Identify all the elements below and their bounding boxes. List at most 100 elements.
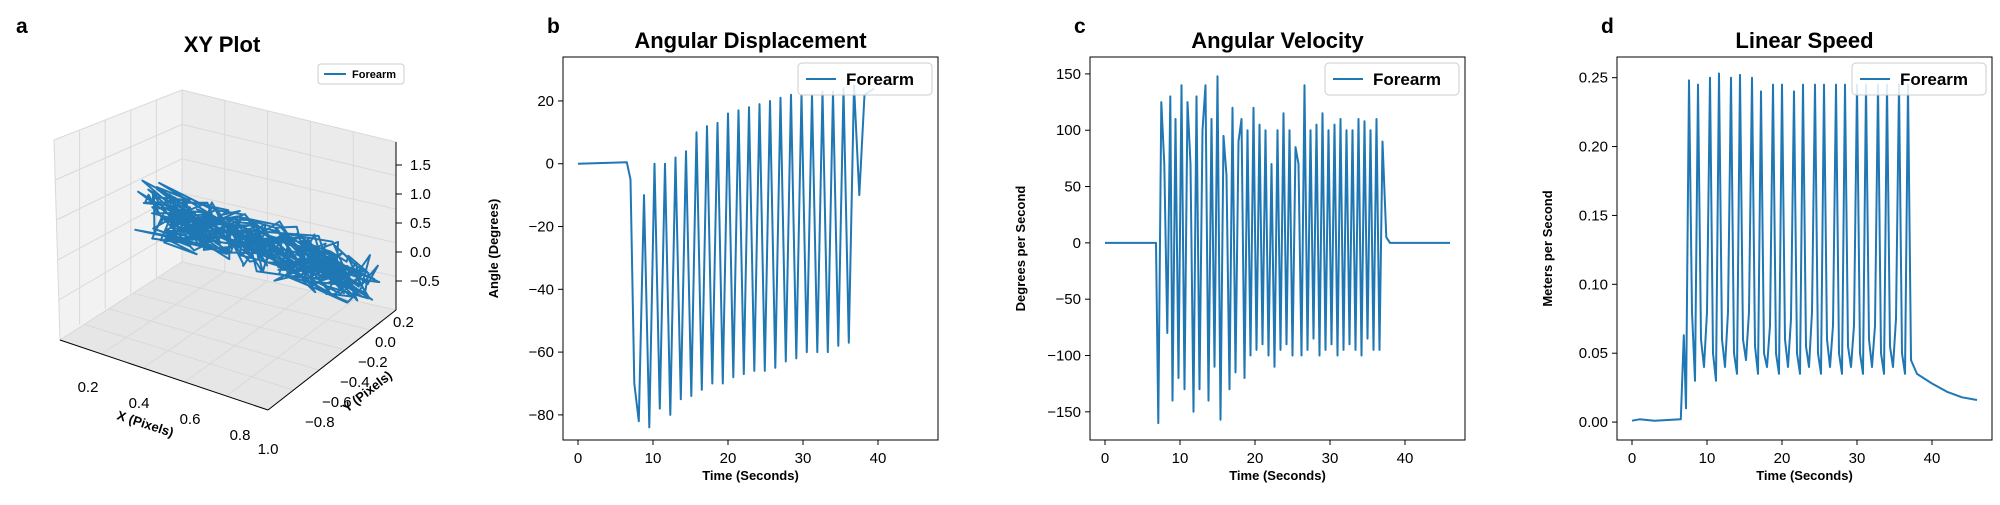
legend-label-forearm: Forearm [352,69,396,81]
x-tick-label: 20 [720,450,737,467]
chart-title: Angular Displacement [634,28,867,53]
x-tick-label: 10 [1172,450,1189,467]
y-tick-label: 0 [1073,235,1081,252]
grid-line [142,280,268,369]
x-tick-label: 10 [645,450,662,467]
series-line-forearm [1631,72,1978,422]
y-tick-label: −40 [529,281,554,298]
x-tick-label: 40 [1397,450,1414,467]
z-tick-label: −0.5 [410,273,440,290]
z-tick-label: 0.5 [410,215,431,232]
y-tick-label: 0.20 [1579,139,1608,156]
x-tick-label: 30 [1849,450,1866,467]
grid-line [108,308,320,371]
y-axis-label: Angle (Degrees) [486,199,501,299]
x-axis-label: Time (Seconds) [1756,468,1853,483]
x-tick-label: 0 [1101,450,1109,467]
y-tick-label: −150 [1047,404,1081,421]
series-line-forearm [1105,75,1450,425]
grid-line [84,323,294,391]
x-tick-label: 0.6 [180,411,201,428]
series-trajectory-forearm [134,179,381,304]
panel-a: a XY Plot 0.2 0.4 0.6 0.8 1.0 0.2 0.0 −0.2 −0.4 −0.… [16,15,440,458]
legend: Forearm [1324,62,1460,96]
y-tick-label: 50 [1064,179,1081,196]
plot-frame [562,56,939,441]
legend-box [317,63,405,85]
plot-frame [1616,56,1993,441]
y-axis-line [267,309,397,411]
x-tick-label: 10 [1699,450,1716,467]
x-tick-label: 0 [574,450,582,467]
legend: Forearm [797,62,933,96]
y-tick-label: 0.05 [1579,345,1608,362]
grid-line [54,123,183,181]
y-axis-label: Degrees per Second [1013,186,1028,312]
grid-line [101,271,226,355]
y-tick-label: 0.0 [375,334,396,351]
y-tick-label: 20 [537,93,554,110]
y-tick-label: 100 [1056,122,1081,139]
y-tick-label: 0.10 [1579,276,1608,293]
panel-label: d [1601,15,1614,38]
plot-frame [1089,56,1466,441]
series-line-forearm [577,84,875,429]
x-tick-label: 30 [1322,450,1339,467]
grid-line [56,158,183,221]
z-tick-label: 0.0 [410,244,431,261]
panel-label: b [547,15,560,38]
y-tick-label: −0.8 [305,414,335,431]
x-tick-label: 40 [1924,450,1941,467]
x-axis-label: X (Pixels) [115,408,175,440]
chart-title: XY Plot [184,32,261,57]
y-tick-label: 0.15 [1579,207,1608,224]
legend: Forearm [317,63,405,85]
x-axis-line [59,339,269,411]
y-tick-label: 0.00 [1579,414,1608,431]
x-axis-label: Time (Seconds) [702,468,799,483]
legend-label-forearm: Forearm [1900,70,1968,89]
chart-title: Angular Velocity [1191,28,1364,53]
x-axis-label: Time (Seconds) [1229,468,1326,483]
y-tick-label: 0.2 [393,314,414,331]
legend-box [797,62,933,96]
y-tick-label: 0 [546,156,554,173]
x-tick-label: 0.4 [129,395,150,412]
x-tick-label: 20 [1247,450,1264,467]
legend-label-forearm: Forearm [846,70,914,89]
x-tick-label: 1.0 [258,441,279,458]
x-tick-label: 0.2 [78,379,99,396]
panel-label: a [16,15,28,38]
grid-line [184,290,311,383]
panel-d: d Linear Speed 0 10 20 30 40 0.25 0.20 0.15 0.10 0.… [1540,15,1993,483]
y-tick-label: −80 [529,407,554,424]
x-tick-label: 0 [1628,450,1636,467]
y-tick-label: 150 [1056,66,1081,83]
y-tick-label: −0.2 [358,354,388,371]
grid-line [133,292,345,351]
legend-box [1324,62,1460,96]
legend-box [1851,62,1987,96]
y-tick-label: −20 [529,219,554,236]
grid-line [181,123,397,177]
x-tick-label: 40 [870,450,887,467]
panel-c: c Angular Velocity 0 10 20 30 40 150 100 50 0 −50 −1… [1013,15,1466,483]
grid-line [181,158,397,210]
legend-label-forearm: Forearm [1373,70,1441,89]
z-tick-label: 1.5 [410,157,431,174]
x-tick-label: 0.8 [230,427,251,444]
y-tick-label: −50 [1056,291,1081,308]
y-tick-label: −0.6 [322,394,352,411]
x-tick-label: 30 [795,450,812,467]
grid-line [226,300,354,397]
z-tick-label: 1.0 [410,186,431,203]
grid-line [157,277,371,331]
y-axis-label: Meters per Second [1540,190,1555,306]
panel-b: b Angular Displacement 0 10 20 30 40 20 0 −20 −40 −… [486,15,939,483]
x-tick-label: 20 [1774,450,1791,467]
chart-title: Linear Speed [1735,28,1873,53]
y-tick-label: −100 [1047,348,1081,365]
y-tick-label: −60 [529,344,554,361]
